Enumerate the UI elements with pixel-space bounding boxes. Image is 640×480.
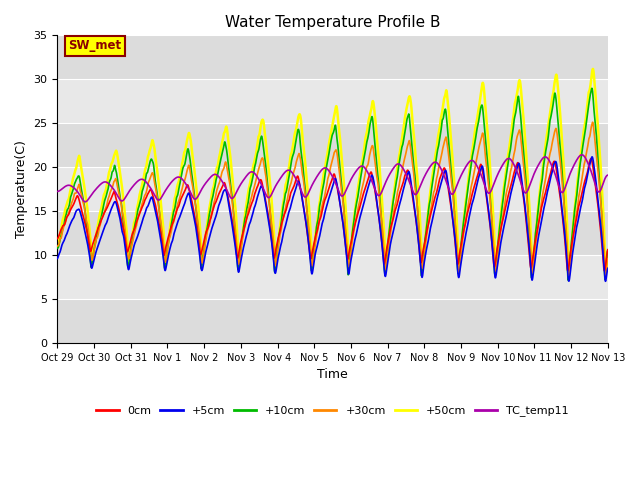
+50cm xyxy=(116,171,124,177)
+10cm xyxy=(54,245,61,251)
Bar xyxy=(58,123,608,168)
+50cm xyxy=(149,138,157,144)
+30cm xyxy=(264,193,272,199)
TC_temp11 xyxy=(593,188,601,193)
+50cm xyxy=(264,165,272,170)
+50cm xyxy=(54,239,61,244)
+30cm xyxy=(589,120,596,125)
Title: Water Temperature Profile B: Water Temperature Profile B xyxy=(225,15,440,30)
+5cm xyxy=(604,265,612,271)
+50cm xyxy=(589,66,596,72)
0cm xyxy=(264,214,272,219)
Bar xyxy=(58,255,608,299)
+50cm xyxy=(604,254,612,260)
+50cm xyxy=(593,113,601,119)
+30cm xyxy=(565,273,573,279)
+5cm xyxy=(289,197,296,203)
+10cm xyxy=(289,155,296,160)
0cm xyxy=(601,268,609,274)
Line: +50cm: +50cm xyxy=(58,69,608,272)
TC_temp11 xyxy=(149,190,157,195)
TC_temp11 xyxy=(289,170,296,176)
+30cm xyxy=(54,243,61,249)
Line: +10cm: +10cm xyxy=(58,88,608,280)
+10cm xyxy=(593,147,601,153)
TC_temp11 xyxy=(534,163,541,169)
TC_temp11 xyxy=(54,189,61,194)
+5cm xyxy=(54,255,61,261)
0cm xyxy=(593,196,601,202)
0cm xyxy=(604,247,612,252)
Line: +30cm: +30cm xyxy=(58,122,608,276)
+5cm xyxy=(534,238,541,244)
Text: SW_met: SW_met xyxy=(68,39,122,52)
Bar xyxy=(58,299,608,343)
Legend: 0cm, +5cm, +10cm, +30cm, +50cm, TC_temp11: 0cm, +5cm, +10cm, +30cm, +50cm, TC_temp1… xyxy=(92,401,573,421)
Bar xyxy=(58,36,608,79)
+50cm xyxy=(289,146,296,152)
TC_temp11 xyxy=(265,195,273,201)
0cm xyxy=(116,212,124,217)
Bar xyxy=(58,79,608,123)
+30cm xyxy=(534,226,541,231)
+30cm xyxy=(149,170,157,176)
+30cm xyxy=(116,196,124,202)
+30cm xyxy=(593,162,601,168)
0cm xyxy=(534,226,541,231)
+5cm xyxy=(116,217,124,223)
+5cm xyxy=(602,278,609,284)
+10cm xyxy=(264,191,272,196)
0cm xyxy=(289,187,296,192)
+50cm xyxy=(602,269,610,275)
TC_temp11 xyxy=(604,172,612,178)
TC_temp11 xyxy=(81,199,89,204)
TC_temp11 xyxy=(116,197,124,203)
Line: TC_temp11: TC_temp11 xyxy=(58,155,608,202)
0cm xyxy=(149,193,157,199)
+10cm xyxy=(149,159,157,165)
+50cm xyxy=(534,210,541,216)
Y-axis label: Temperature(C): Temperature(C) xyxy=(15,140,28,238)
+10cm xyxy=(534,212,541,217)
+5cm xyxy=(593,190,601,196)
+10cm xyxy=(604,247,612,253)
0cm xyxy=(587,156,595,161)
+5cm xyxy=(588,154,596,160)
+30cm xyxy=(289,174,296,180)
+10cm xyxy=(564,277,572,283)
+30cm xyxy=(604,256,612,262)
TC_temp11 xyxy=(578,152,586,157)
Line: +5cm: +5cm xyxy=(58,157,608,281)
Line: 0cm: 0cm xyxy=(58,158,608,271)
+5cm xyxy=(264,217,272,223)
+5cm xyxy=(149,197,157,203)
0cm xyxy=(54,236,61,241)
Bar xyxy=(58,211,608,255)
X-axis label: Time: Time xyxy=(317,369,348,382)
Bar xyxy=(58,168,608,211)
+10cm xyxy=(588,85,596,91)
+10cm xyxy=(116,195,124,201)
